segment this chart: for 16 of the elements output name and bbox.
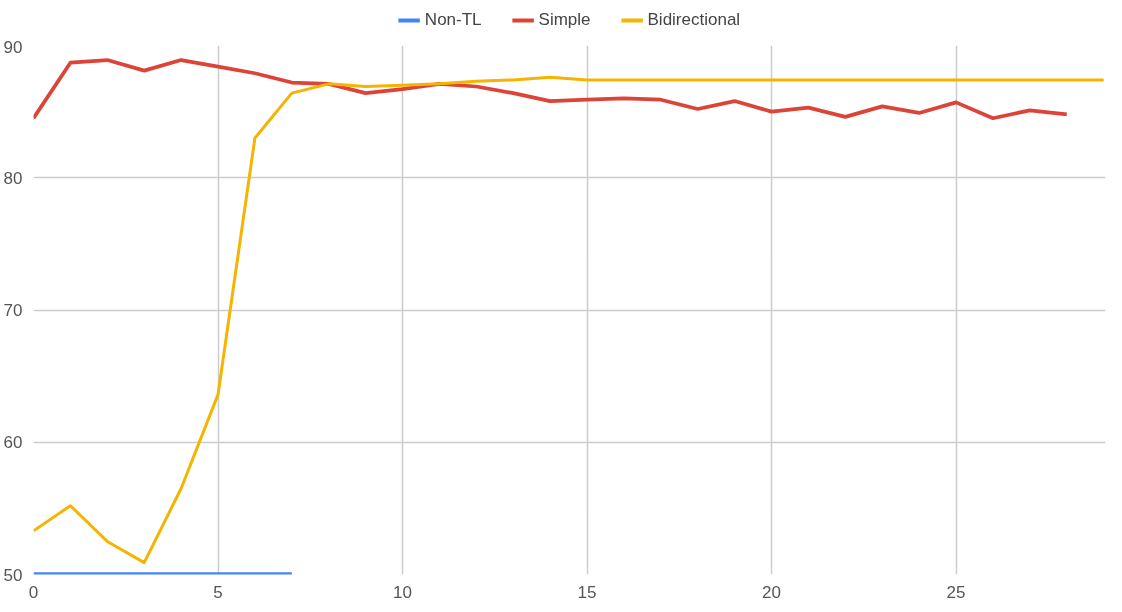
- legend-label: Bidirectional: [647, 10, 741, 30]
- y-tick-label: 90: [3, 37, 23, 57]
- y-tick-label: 80: [3, 168, 23, 188]
- x-tick-label: 20: [762, 582, 782, 602]
- y-tick-label: 50: [3, 565, 23, 585]
- x-tick-label: 5: [213, 582, 223, 602]
- x-tick-label: 10: [393, 582, 412, 602]
- legend-label: Simple: [538, 10, 591, 30]
- y-tick-label: 70: [3, 301, 23, 320]
- x-tick-label: 0: [28, 582, 39, 602]
- line-series: [33, 58, 1069, 121]
- y-tick-label: 60: [3, 433, 23, 453]
- legend-label: Non-TL: [424, 10, 482, 30]
- line-series: [33, 75, 1106, 565]
- x-tick-label: 25: [946, 582, 966, 602]
- x-tick-label: 15: [577, 582, 597, 602]
